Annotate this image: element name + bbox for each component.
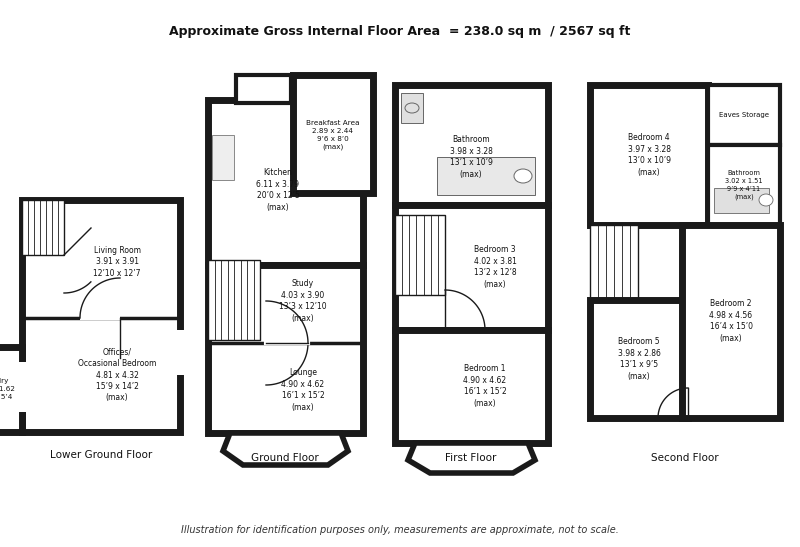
- Bar: [714, 188, 769, 213]
- Text: Bedroom 3
4.02 x 3.81
13’2 x 12’8
(max): Bedroom 3 4.02 x 3.81 13’2 x 12’8 (max): [474, 245, 517, 289]
- Bar: [708, 145, 780, 225]
- Text: Illustration for identification purposes only, measurements are approximate, not: Illustration for identification purposes…: [181, 525, 619, 535]
- Bar: [395, 215, 445, 295]
- Bar: [293, 75, 373, 193]
- Bar: [708, 85, 780, 145]
- Text: First Floor: First Floor: [446, 453, 497, 463]
- Bar: [590, 85, 708, 225]
- Bar: [212, 135, 234, 180]
- Text: Bedroom 5
3.98 x 2.86
13’1 x 9’5
(max): Bedroom 5 3.98 x 2.86 13’1 x 9’5 (max): [618, 337, 661, 381]
- Bar: [22, 200, 180, 432]
- Text: Eaves Storage: Eaves Storage: [719, 112, 769, 118]
- Ellipse shape: [514, 169, 532, 183]
- Text: Ground Floor: Ground Floor: [251, 453, 319, 463]
- Bar: [208, 265, 363, 433]
- Text: Bedroom 1
4.90 x 4.62
16’1 x 15’2
(max): Bedroom 1 4.90 x 4.62 16’1 x 15’2 (max): [463, 364, 506, 408]
- Ellipse shape: [759, 194, 773, 206]
- Text: Laundry
2.72 x 1.62
8’11 x 5’4: Laundry 2.72 x 1.62 8’11 x 5’4: [0, 378, 14, 400]
- Text: Bathroom
3.98 x 3.28
13’1 x 10’9
(max): Bathroom 3.98 x 3.28 13’1 x 10’9 (max): [450, 135, 493, 179]
- Bar: [401, 93, 423, 123]
- Bar: [236, 75, 291, 103]
- Bar: [0, 347, 22, 432]
- Bar: [682, 225, 780, 418]
- Text: Offices/
Occasional Bedroom
4.81 x 4.32
15’9 x 14’2
(max): Offices/ Occasional Bedroom 4.81 x 4.32 …: [78, 347, 156, 403]
- Text: Lounge
4.90 x 4.62
16’1 x 15’2
(max): Lounge 4.90 x 4.62 16’1 x 15’2 (max): [282, 368, 325, 412]
- Text: Second Floor: Second Floor: [651, 453, 719, 463]
- Text: Living Room
3.91 x 3.91
12’10 x 12’7: Living Room 3.91 x 3.91 12’10 x 12’7: [94, 246, 141, 278]
- Text: Kitchen
6.11 x 3.79
20’0 x 12’5
(max): Kitchen 6.11 x 3.79 20’0 x 12’5 (max): [257, 168, 299, 212]
- Text: Lower Ground Floor: Lower Ground Floor: [50, 450, 152, 460]
- Text: Breakfast Area
2.89 x 2.44
9’6 x 8’0
(max): Breakfast Area 2.89 x 2.44 9’6 x 8’0 (ma…: [306, 120, 360, 150]
- Polygon shape: [408, 443, 535, 473]
- Text: Bedroom 4
3.97 x 3.28
13’0 x 10’9
(max): Bedroom 4 3.97 x 3.28 13’0 x 10’9 (max): [627, 133, 670, 177]
- Bar: [590, 300, 688, 418]
- Bar: [395, 205, 548, 330]
- Ellipse shape: [405, 103, 419, 113]
- Bar: [437, 157, 535, 195]
- Bar: [208, 260, 260, 340]
- Text: Approximate Gross Internal Floor Area  = 238.0 sq m  / 2567 sq ft: Approximate Gross Internal Floor Area = …: [170, 26, 630, 38]
- Bar: [22, 200, 64, 255]
- Text: Bedroom 2
4.98 x 4.56
16’4 x 15’0
(max): Bedroom 2 4.98 x 4.56 16’4 x 15’0 (max): [710, 299, 753, 342]
- Bar: [590, 225, 638, 300]
- Bar: [395, 85, 548, 205]
- Bar: [208, 100, 363, 265]
- Text: Study
4.03 x 3.90
13’3 x 12’10
(max): Study 4.03 x 3.90 13’3 x 12’10 (max): [279, 280, 327, 323]
- Text: Bathroom
3.02 x 1.51
9’9 x 4’11
(max): Bathroom 3.02 x 1.51 9’9 x 4’11 (max): [726, 170, 762, 200]
- Polygon shape: [223, 433, 348, 465]
- Bar: [395, 330, 548, 443]
